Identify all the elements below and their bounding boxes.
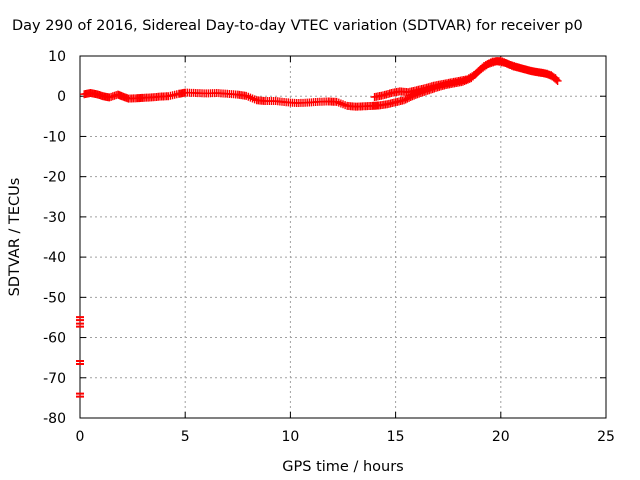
- x-tick-label: 15: [387, 429, 405, 445]
- y-tick-label: -60: [43, 331, 66, 347]
- y-tick-label: -50: [43, 290, 66, 306]
- y-tick-label: -10: [43, 129, 66, 145]
- chart-title: Day 290 of 2016, Sidereal Day-to-day VTE…: [12, 18, 583, 34]
- plot-frame: [79, 55, 607, 419]
- y-axis-label: SDTVAR / TECUs: [7, 178, 23, 297]
- x-tick-label: 5: [181, 429, 190, 445]
- data-point-outlier: [76, 322, 84, 328]
- x-tick-label: 0: [76, 429, 85, 445]
- data-point-outlier: [76, 359, 84, 365]
- x-axis-label: GPS time / hours: [282, 459, 403, 475]
- y-tick-label: -80: [43, 411, 66, 427]
- y-tick-label: 10: [48, 49, 66, 65]
- y-tick-label: -30: [43, 210, 66, 226]
- y-tick-label: -20: [43, 170, 66, 186]
- data-point: [553, 76, 562, 85]
- x-tick-label: 10: [281, 429, 299, 445]
- y-tick-label: 0: [57, 89, 66, 105]
- y-tick-label: -40: [43, 250, 66, 266]
- data-series: [76, 56, 562, 398]
- data-point: [403, 94, 412, 103]
- x-tick-label: 25: [597, 429, 615, 445]
- data-point-outlier: [76, 316, 84, 322]
- data-point: [483, 60, 492, 69]
- y-tick-label: -70: [43, 371, 66, 387]
- data-point-outlier: [76, 392, 84, 398]
- data-point: [552, 75, 561, 84]
- x-tick-label: 20: [492, 429, 510, 445]
- data-point: [500, 58, 509, 67]
